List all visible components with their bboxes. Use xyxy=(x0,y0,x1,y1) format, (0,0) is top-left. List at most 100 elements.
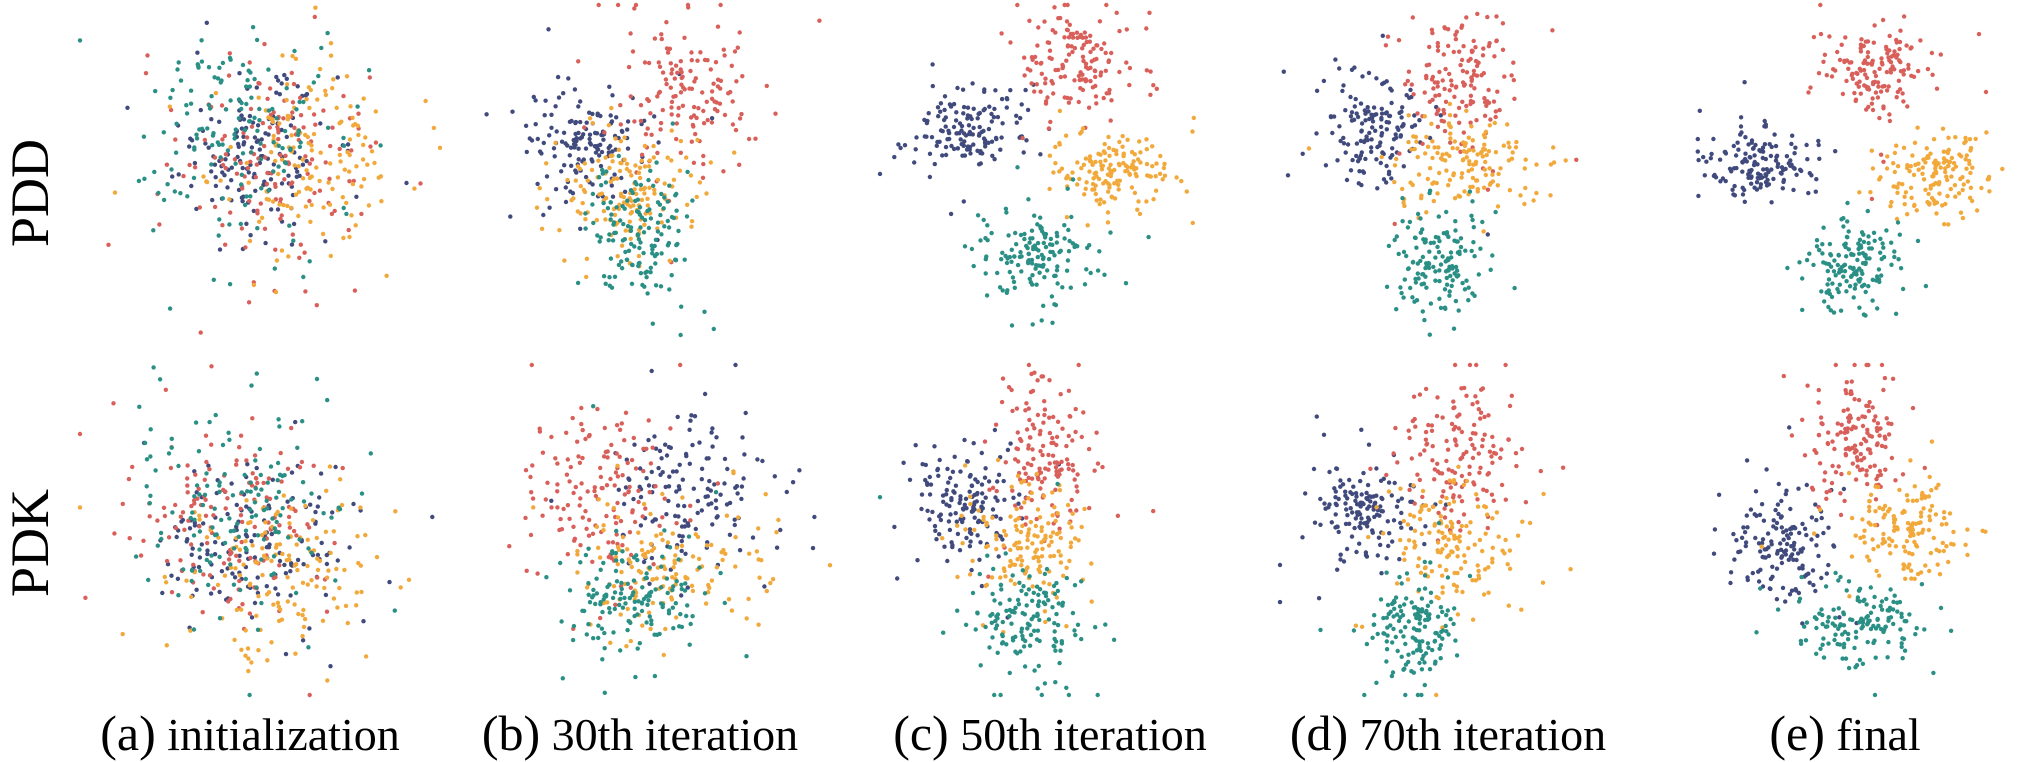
point xyxy=(318,471,324,476)
point xyxy=(292,163,297,168)
point xyxy=(197,492,202,497)
point xyxy=(990,153,995,158)
point xyxy=(650,577,655,582)
point xyxy=(145,53,150,58)
point xyxy=(640,282,645,288)
point xyxy=(1466,135,1472,140)
point xyxy=(602,425,607,431)
point xyxy=(321,108,326,113)
point xyxy=(1013,457,1018,462)
point xyxy=(615,2,621,8)
point xyxy=(162,513,168,519)
point xyxy=(277,563,282,568)
point xyxy=(347,179,352,184)
point xyxy=(1387,531,1392,536)
point xyxy=(714,435,719,440)
point xyxy=(606,540,611,545)
point xyxy=(1028,632,1034,638)
point xyxy=(686,523,691,528)
point xyxy=(1835,286,1840,292)
point xyxy=(981,128,986,134)
point xyxy=(1413,280,1419,285)
point xyxy=(1038,449,1043,454)
point xyxy=(1042,412,1047,418)
point xyxy=(1461,130,1467,135)
point xyxy=(198,330,203,335)
point xyxy=(687,427,692,432)
point xyxy=(196,449,202,454)
point xyxy=(652,434,657,439)
point xyxy=(999,399,1005,405)
point xyxy=(647,591,652,596)
point xyxy=(1358,101,1364,106)
point xyxy=(258,141,263,146)
point xyxy=(1030,57,1035,62)
point xyxy=(157,377,163,382)
point xyxy=(648,216,654,221)
point xyxy=(210,143,215,148)
point xyxy=(267,86,273,91)
point xyxy=(1393,132,1398,137)
point xyxy=(676,484,682,489)
point xyxy=(1081,42,1087,48)
point xyxy=(126,476,132,482)
point xyxy=(220,196,225,201)
point xyxy=(258,201,263,206)
point xyxy=(983,138,988,143)
point xyxy=(704,99,709,105)
point xyxy=(610,194,616,199)
point xyxy=(1560,465,1566,470)
point xyxy=(368,451,373,456)
point xyxy=(774,530,779,535)
point xyxy=(602,130,607,135)
point xyxy=(1300,151,1305,156)
point xyxy=(1456,105,1462,111)
point xyxy=(1949,174,1954,179)
point xyxy=(190,546,195,551)
point xyxy=(342,567,347,573)
point xyxy=(1100,464,1105,470)
point xyxy=(342,167,347,172)
point xyxy=(1076,73,1082,79)
point xyxy=(255,211,260,216)
point xyxy=(753,136,758,141)
point xyxy=(1464,108,1469,114)
point xyxy=(1359,516,1364,521)
point xyxy=(1018,649,1023,654)
point xyxy=(1065,173,1070,179)
point xyxy=(321,205,326,210)
point xyxy=(1936,161,1941,166)
point xyxy=(1459,25,1464,30)
point xyxy=(1446,43,1451,49)
point xyxy=(661,206,666,211)
point xyxy=(603,195,609,201)
point xyxy=(247,692,252,698)
point xyxy=(327,464,333,469)
point xyxy=(938,101,944,106)
point xyxy=(701,153,706,159)
point xyxy=(614,532,619,537)
point xyxy=(729,608,735,613)
point xyxy=(943,152,949,158)
point xyxy=(1025,533,1030,538)
point xyxy=(561,91,566,96)
point xyxy=(1495,183,1501,188)
point xyxy=(1945,150,1951,156)
point xyxy=(1108,118,1113,123)
point xyxy=(529,362,534,368)
point xyxy=(902,143,908,148)
point xyxy=(308,219,313,224)
point xyxy=(1469,167,1475,172)
point xyxy=(934,537,939,542)
point xyxy=(1893,184,1899,189)
point xyxy=(1452,139,1458,144)
point xyxy=(1031,456,1036,462)
point xyxy=(1046,40,1052,45)
point xyxy=(245,165,251,171)
point xyxy=(327,202,333,207)
point xyxy=(1066,249,1072,254)
point xyxy=(120,501,126,507)
point xyxy=(746,596,751,602)
point xyxy=(1518,193,1523,198)
point xyxy=(1066,433,1072,439)
